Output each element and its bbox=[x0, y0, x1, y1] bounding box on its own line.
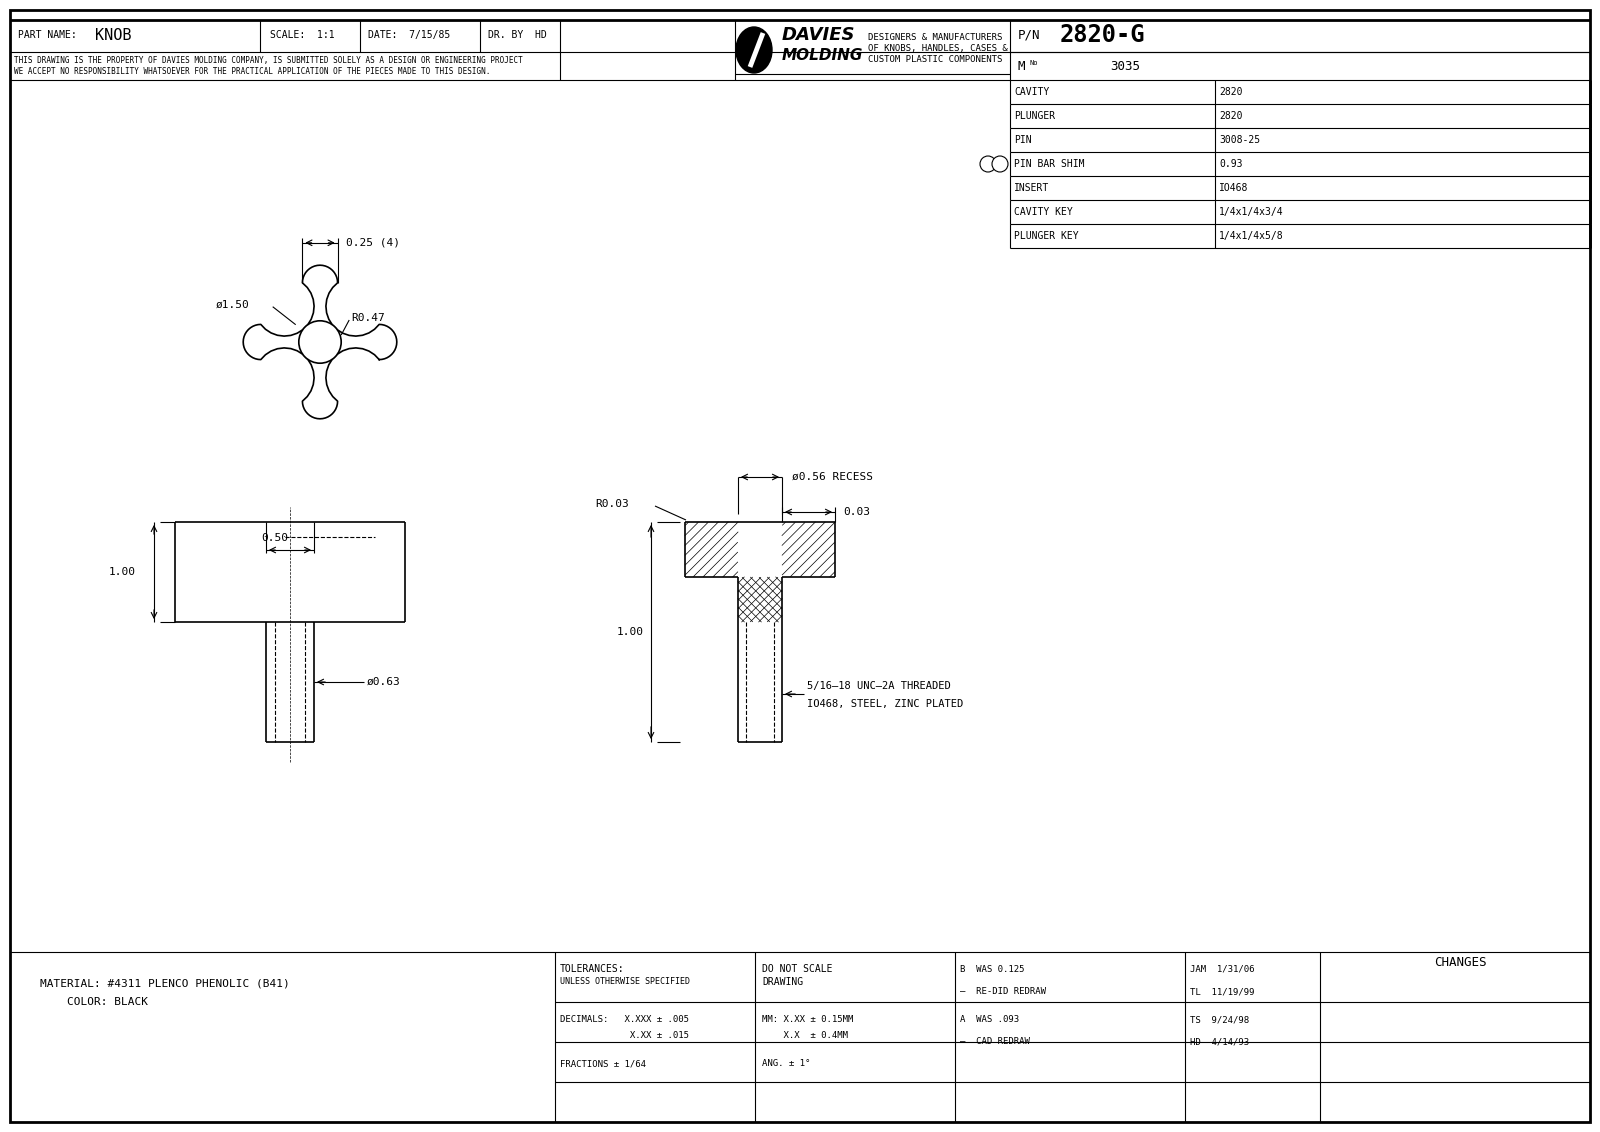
Text: 0.03: 0.03 bbox=[843, 507, 870, 517]
Text: UNLESS OTHERWISE SPECIFIED: UNLESS OTHERWISE SPECIFIED bbox=[560, 978, 690, 986]
Text: ø0.56 RECESS: ø0.56 RECESS bbox=[792, 472, 874, 482]
Text: INSERT: INSERT bbox=[1014, 183, 1050, 192]
Text: OF KNOBS, HANDLES, CASES &: OF KNOBS, HANDLES, CASES & bbox=[867, 44, 1008, 53]
Text: MOLDING: MOLDING bbox=[782, 48, 864, 62]
Text: ø0.63: ø0.63 bbox=[366, 677, 400, 687]
Text: P/N: P/N bbox=[1018, 28, 1040, 42]
Text: 0.50: 0.50 bbox=[261, 533, 288, 543]
Text: X.X  ± 0.4MM: X.X ± 0.4MM bbox=[762, 1030, 848, 1039]
Text: TOLERANCES:: TOLERANCES: bbox=[560, 964, 624, 974]
Circle shape bbox=[979, 156, 995, 172]
Text: ø1.50: ø1.50 bbox=[216, 300, 250, 310]
Text: MM: X.XX ± 0.15MM: MM: X.XX ± 0.15MM bbox=[762, 1015, 853, 1024]
Text: IO468, STEEL, ZINC PLATED: IO468, STEEL, ZINC PLATED bbox=[806, 698, 963, 709]
Text: –  RE-DID REDRAW: – RE-DID REDRAW bbox=[960, 987, 1046, 996]
Text: TS  9/24/98: TS 9/24/98 bbox=[1190, 1015, 1250, 1024]
Circle shape bbox=[299, 320, 341, 363]
Text: R0.03: R0.03 bbox=[595, 499, 629, 509]
Text: 3035: 3035 bbox=[1110, 60, 1139, 72]
Text: 3008-25: 3008-25 bbox=[1219, 135, 1261, 145]
Text: R0.47: R0.47 bbox=[352, 314, 386, 323]
Text: 0.93: 0.93 bbox=[1219, 158, 1243, 169]
Text: 2820-G: 2820-G bbox=[1059, 23, 1146, 48]
Text: X.XX ± .015: X.XX ± .015 bbox=[560, 1030, 690, 1039]
Text: PIN: PIN bbox=[1014, 135, 1032, 145]
Circle shape bbox=[992, 156, 1008, 172]
Text: TL  11/19/99: TL 11/19/99 bbox=[1190, 987, 1254, 996]
Text: DO NOT SCALE: DO NOT SCALE bbox=[762, 964, 832, 974]
Text: 2820: 2820 bbox=[1219, 111, 1243, 121]
Text: CUSTOM PLASTIC COMPONENTS: CUSTOM PLASTIC COMPONENTS bbox=[867, 55, 1002, 65]
Text: JAM  1/31/06: JAM 1/31/06 bbox=[1190, 964, 1254, 974]
Text: MATERIAL: #4311 PLENCO PHENOLIC (B41): MATERIAL: #4311 PLENCO PHENOLIC (B41) bbox=[40, 979, 290, 989]
Text: DR. BY  HD: DR. BY HD bbox=[488, 31, 547, 40]
Text: SCALE:  1:1: SCALE: 1:1 bbox=[270, 31, 334, 40]
Text: 1.00: 1.00 bbox=[109, 567, 136, 577]
Text: 1/4x1/4x5/8: 1/4x1/4x5/8 bbox=[1219, 231, 1283, 241]
Text: COLOR: BLACK: COLOR: BLACK bbox=[40, 997, 147, 1007]
Text: CAVITY: CAVITY bbox=[1014, 87, 1050, 97]
Text: IO468: IO468 bbox=[1219, 183, 1248, 192]
Text: M: M bbox=[1018, 60, 1026, 72]
Text: CAVITY KEY: CAVITY KEY bbox=[1014, 207, 1072, 217]
Text: ANG. ± 1°: ANG. ± 1° bbox=[762, 1060, 810, 1069]
Text: DRAWING: DRAWING bbox=[762, 977, 803, 987]
Text: B: B bbox=[997, 160, 1003, 169]
Text: DAVIES: DAVIES bbox=[782, 26, 856, 44]
Text: A: A bbox=[986, 160, 990, 169]
Text: 1.00: 1.00 bbox=[616, 627, 643, 637]
Text: CHANGES: CHANGES bbox=[1434, 955, 1486, 969]
Text: PART NAME:: PART NAME: bbox=[18, 31, 77, 40]
Text: DESIGNERS & MANUFACTURERS: DESIGNERS & MANUFACTURERS bbox=[867, 34, 1002, 43]
Ellipse shape bbox=[736, 27, 771, 72]
Text: DECIMALS:   X.XXX ± .005: DECIMALS: X.XXX ± .005 bbox=[560, 1015, 690, 1024]
Text: 0.25 (4): 0.25 (4) bbox=[346, 238, 400, 248]
Text: THIS DRAWING IS THE PROPERTY OF DAVIES MOLDING COMPANY, IS SUBMITTED SOLELY AS A: THIS DRAWING IS THE PROPERTY OF DAVIES M… bbox=[14, 55, 523, 65]
Text: A  WAS .093: A WAS .093 bbox=[960, 1015, 1019, 1024]
Text: 5/16–18 UNC–2A THREADED: 5/16–18 UNC–2A THREADED bbox=[806, 681, 950, 691]
Text: PIN BAR SHIM: PIN BAR SHIM bbox=[1014, 158, 1085, 169]
Text: PLUNGER KEY: PLUNGER KEY bbox=[1014, 231, 1078, 241]
Text: DATE:  7/15/85: DATE: 7/15/85 bbox=[368, 31, 450, 40]
Text: PLUNGER: PLUNGER bbox=[1014, 111, 1054, 121]
Text: KNOB: KNOB bbox=[94, 27, 131, 43]
Text: HD  4/14/93: HD 4/14/93 bbox=[1190, 1038, 1250, 1046]
Text: 1/4x1/4x3/4: 1/4x1/4x3/4 bbox=[1219, 207, 1283, 217]
Text: 2820: 2820 bbox=[1219, 87, 1243, 97]
Text: –  CAD REDRAW: – CAD REDRAW bbox=[960, 1038, 1030, 1046]
Text: No: No bbox=[1030, 60, 1038, 66]
Text: WE ACCEPT NO RESPONSIBILITY WHATSOEVER FOR THE PRACTICAL APPLICATION OF THE PIEC: WE ACCEPT NO RESPONSIBILITY WHATSOEVER F… bbox=[14, 67, 490, 76]
Text: B  WAS 0.125: B WAS 0.125 bbox=[960, 964, 1024, 974]
Text: FRACTIONS ± 1/64: FRACTIONS ± 1/64 bbox=[560, 1060, 646, 1069]
